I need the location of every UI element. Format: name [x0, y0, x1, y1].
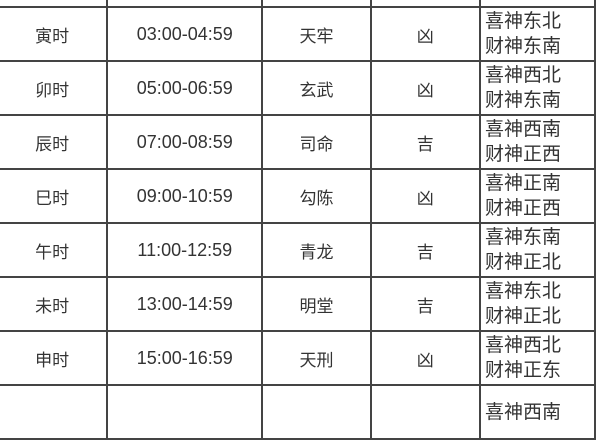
xishen-direction: 喜神西北	[484, 64, 561, 86]
table-row: 喜神西南	[0, 384, 597, 440]
luck-cell: 吉	[369, 276, 481, 332]
shichen-cell: 申时	[0, 330, 109, 386]
star-god-cell	[261, 384, 372, 440]
time-range-cell	[106, 384, 264, 440]
xishen-direction: 喜神西北	[484, 334, 561, 356]
luck-cell: 凶	[369, 60, 481, 116]
star-god-cell: 明堂	[261, 276, 372, 332]
shichen-cell	[0, 384, 109, 440]
time-range-cell: 15:00-16:59	[106, 330, 264, 386]
star-god-cell: 司命	[261, 114, 372, 170]
shichen-cell: 未时	[0, 276, 109, 332]
star-god-cell: 青龙	[261, 222, 372, 278]
table-row: 辰时 07:00-08:59 司命吉喜神西南财神正西	[0, 114, 597, 170]
table-row: 巳时 09:00-10:59 勾陈凶喜神正南财神正西	[0, 168, 597, 224]
direction-cell: 喜神西北 财神东南	[478, 60, 597, 116]
star-god-cell: 天牢	[261, 6, 372, 62]
caishen-direction: 财神东南	[484, 89, 561, 111]
star-god-cell	[261, 0, 372, 8]
time-range-cell: 07:00-08:59	[106, 114, 264, 170]
luck-cell	[369, 0, 481, 8]
luck-cell: 吉	[369, 222, 481, 278]
table-row: 财神正南	[0, 0, 597, 8]
caishen-direction: 财神正北	[484, 251, 561, 273]
shichen-cell: 午时	[0, 222, 109, 278]
time-range-cell: 05:00-06:59	[106, 60, 264, 116]
shichen-cell	[0, 0, 109, 8]
direction-cell: 喜神东北 财神正北	[478, 276, 597, 332]
caishen-direction: 财神东南	[484, 35, 561, 57]
shichen-cell: 卯时	[0, 60, 109, 116]
caishen-direction: 财神正北	[484, 305, 561, 327]
luck-cell: 凶	[369, 168, 481, 224]
xishen-direction: 喜神西南	[484, 400, 561, 423]
direction-cell: 喜神东南 财神正北	[478, 222, 597, 278]
luck-cell: 吉	[369, 114, 481, 170]
shichen-cell: 寅时	[0, 6, 109, 62]
table-row: 卯时 05:00-06:59 玄武凶喜神西北财神东南	[0, 60, 597, 116]
luck-cell: 凶	[369, 6, 481, 62]
direction-cell: 财神正南	[478, 0, 597, 8]
direction-cell: 喜神西南	[478, 384, 597, 440]
direction-cell: 喜神东北 财神东南	[478, 6, 597, 62]
xishen-direction: 喜神东北	[484, 10, 561, 32]
time-range-cell: 03:00-04:59	[106, 6, 264, 62]
star-god-cell: 玄武	[261, 60, 372, 116]
caishen-direction: 财神正西	[484, 197, 561, 219]
xishen-direction: 喜神东南	[484, 226, 561, 248]
xishen-direction: 喜神西南	[484, 118, 561, 140]
table-row: 寅时 03:00-04:59 天牢凶喜神东北财神东南	[0, 6, 597, 62]
time-range-cell: 11:00-12:59	[106, 222, 264, 278]
time-range-cell: 13:00-14:59	[106, 276, 264, 332]
star-god-cell: 天刑	[261, 330, 372, 386]
luck-cell: 凶	[369, 330, 481, 386]
star-god-cell: 勾陈	[261, 168, 372, 224]
table-row: 申时 15:00-16:59 天刑凶喜神西北财神正东	[0, 330, 597, 386]
xishen-direction: 喜神正南	[484, 172, 561, 194]
shichen-cell: 辰时	[0, 114, 109, 170]
direction-cell: 喜神西北 财神正东	[478, 330, 597, 386]
table-row: 未时 13:00-14:59 明堂吉喜神东北财神正北	[0, 276, 597, 332]
shichen-cell: 巳时	[0, 168, 109, 224]
time-range-cell	[106, 0, 264, 8]
caishen-direction: 财神正东	[484, 359, 561, 381]
time-range-cell: 09:00-10:59	[106, 168, 264, 224]
caishen-direction: 财神正西	[484, 143, 561, 165]
luck-cell	[369, 384, 481, 440]
direction-cell: 喜神西南 财神正西	[478, 114, 597, 170]
table-row: 午时 11:00-12:59 青龙吉喜神东南财神正北	[0, 222, 597, 278]
direction-cell: 喜神正南 财神正西	[478, 168, 597, 224]
xishen-direction: 喜神东北	[484, 280, 561, 302]
